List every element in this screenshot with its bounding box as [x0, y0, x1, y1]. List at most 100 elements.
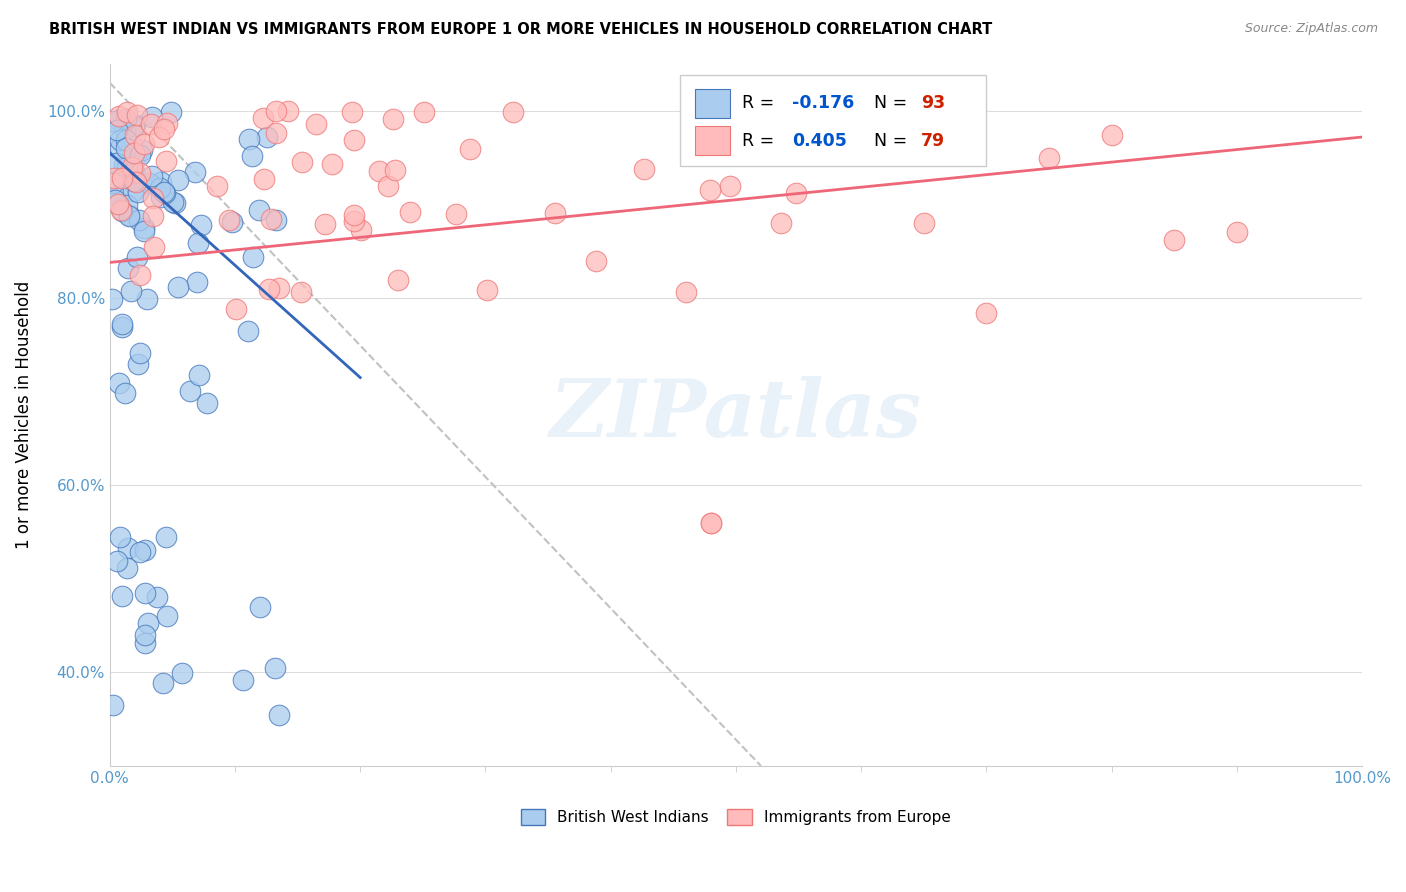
Point	[124, 175, 146, 189]
Point	[115, 160, 138, 174]
Point	[138, 176, 160, 190]
Point	[675, 285, 697, 299]
Point	[544, 206, 567, 220]
Point	[108, 112, 131, 127]
Point	[108, 133, 131, 147]
Text: BRITISH WEST INDIAN VS IMMIGRANTS FROM EUROPE 1 OR MORE VEHICLES IN HOUSEHOLD CO: BRITISH WEST INDIAN VS IMMIGRANTS FROM E…	[49, 22, 993, 37]
Point	[976, 305, 998, 319]
Point	[111, 590, 134, 604]
Point	[122, 174, 145, 188]
Point	[121, 160, 143, 174]
Point	[134, 636, 156, 650]
Point	[120, 136, 142, 151]
Point	[458, 142, 481, 156]
Point	[122, 164, 145, 178]
Point	[156, 116, 179, 130]
Point	[131, 143, 153, 157]
Point	[700, 516, 723, 530]
Text: ZIPatlas: ZIPatlas	[550, 376, 922, 454]
Point	[260, 212, 283, 227]
Point	[585, 253, 607, 268]
Point	[108, 140, 131, 154]
Point	[148, 129, 170, 144]
Point	[242, 250, 264, 264]
Point	[118, 209, 141, 223]
Point	[350, 223, 373, 237]
Point	[139, 117, 162, 131]
Point	[152, 676, 174, 690]
Point	[115, 112, 138, 127]
Point	[114, 132, 136, 146]
Point	[142, 240, 165, 254]
Point	[101, 114, 124, 128]
Point	[132, 137, 155, 152]
Point	[153, 186, 176, 200]
Point	[111, 171, 134, 186]
Point	[195, 396, 218, 410]
Point	[141, 169, 163, 184]
Point	[103, 698, 125, 712]
Point	[633, 161, 655, 176]
Point	[382, 112, 405, 126]
Point	[160, 104, 183, 119]
Point	[207, 178, 229, 193]
Text: N =: N =	[873, 94, 912, 112]
Point	[477, 283, 499, 297]
Point	[127, 357, 149, 371]
Point	[264, 103, 287, 118]
Point	[377, 178, 399, 193]
Point	[108, 109, 131, 123]
Point	[118, 208, 141, 222]
Point	[122, 146, 145, 161]
Point	[769, 216, 792, 230]
Point	[125, 108, 148, 122]
Point	[399, 205, 422, 219]
Point	[115, 198, 138, 212]
Point	[912, 216, 935, 230]
Y-axis label: 1 or more Vehicles in Household: 1 or more Vehicles in Household	[15, 281, 32, 549]
Point	[111, 204, 134, 219]
Point	[142, 191, 165, 205]
Point	[107, 123, 129, 137]
Point	[129, 545, 152, 559]
Text: 79: 79	[921, 131, 945, 150]
Point	[384, 162, 406, 177]
Point	[700, 516, 723, 530]
Point	[264, 126, 287, 140]
Point	[110, 530, 132, 544]
Point	[252, 111, 274, 125]
Point	[238, 131, 260, 145]
Point	[136, 292, 159, 306]
Point	[136, 615, 159, 630]
Text: N =: N =	[873, 131, 912, 150]
Point	[162, 194, 184, 209]
Point	[446, 207, 468, 221]
Point	[124, 119, 146, 133]
Point	[146, 590, 169, 604]
Point	[785, 186, 807, 201]
Point	[252, 171, 274, 186]
Point	[110, 202, 132, 217]
Legend: British West Indians, Immigrants from Europe: British West Indians, Immigrants from Eu…	[520, 809, 950, 825]
Point	[291, 155, 314, 169]
Point	[141, 110, 163, 124]
Point	[184, 165, 207, 179]
Point	[114, 113, 136, 128]
Point	[264, 661, 287, 675]
Point	[105, 554, 128, 568]
Point	[257, 282, 280, 296]
Point	[264, 212, 287, 227]
Point	[111, 320, 134, 334]
Point	[132, 225, 155, 239]
Point	[343, 213, 366, 227]
Point	[121, 184, 143, 198]
Point	[155, 530, 177, 544]
Point	[100, 292, 122, 306]
Point	[117, 260, 139, 275]
Point	[134, 628, 156, 642]
Point	[249, 600, 271, 615]
Point	[115, 141, 138, 155]
Point	[321, 157, 343, 171]
Point	[387, 273, 409, 287]
Point	[129, 166, 152, 180]
